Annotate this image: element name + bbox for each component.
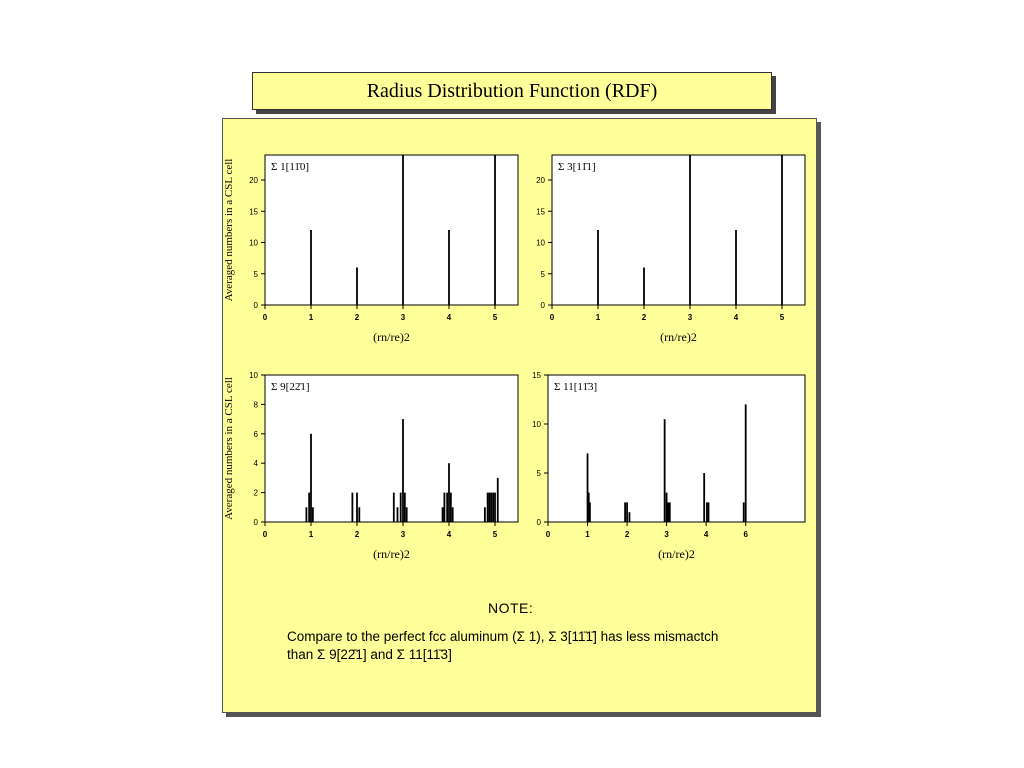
note-heading: NOTE: (488, 600, 534, 616)
ytick-label-1-5: 20 (249, 176, 258, 185)
xtick-label-4-1: 0 (546, 530, 551, 539)
ytick-label-3-6: 10 (249, 371, 258, 380)
xtick-label-4-4: 3 (664, 530, 669, 539)
xtick-label-2-5: 4 (734, 313, 739, 322)
xaxis-label-2: (rn/re)2 (660, 330, 697, 344)
panel-label-2: Σ 3[11̄1] (558, 161, 596, 173)
ytick-label-1-2: 5 (254, 270, 259, 279)
xtick-label-1-3: 2 (355, 313, 360, 322)
ytick-label-2-2: 5 (541, 270, 546, 279)
plot-area-1 (264, 154, 519, 306)
xtick-label-3-1: 0 (263, 530, 268, 539)
slide-title: Radius Distribution Function (RDF) (252, 72, 772, 110)
ytick-label-2-3: 10 (536, 239, 545, 248)
note-text: Compare to the perfect fcc aluminum (Σ 1… (287, 628, 807, 664)
ytick-label-2-4: 15 (536, 207, 545, 216)
ytick-label-1-3: 10 (249, 239, 258, 248)
xtick-label-3-3: 2 (355, 530, 360, 539)
ytick-label-4-1: 0 (537, 518, 542, 527)
xtick-label-3-2: 1 (309, 530, 314, 539)
xtick-label-2-1: 0 (550, 313, 555, 322)
xaxis-label-4: (rn/re)2 (658, 547, 695, 561)
yaxis-label-3: Averaged numbers in a CSL cell (223, 377, 235, 520)
xtick-label-2-3: 2 (642, 313, 647, 322)
ytick-label-2-5: 20 (536, 176, 545, 185)
yaxis-label-1: Averaged numbers in a CSL cell (223, 159, 235, 302)
panel-label-1: Σ 1[11̄0] (271, 161, 309, 173)
ytick-label-4-2: 5 (537, 469, 542, 478)
xtick-label-1-4: 3 (401, 313, 406, 322)
xtick-label-4-3: 2 (625, 530, 630, 539)
ytick-label-3-5: 8 (254, 400, 259, 409)
ytick-label-3-4: 6 (254, 430, 259, 439)
panel-label-3: Σ 9[22̄1] (271, 381, 309, 393)
xtick-label-4-5: 4 (704, 530, 709, 539)
xtick-label-1-5: 4 (447, 313, 452, 322)
xtick-label-1-6: 5 (493, 313, 498, 322)
xtick-label-2-4: 3 (688, 313, 693, 322)
xtick-label-4-2: 1 (585, 530, 590, 539)
xaxis-label-3: (rn/re)2 (373, 547, 410, 561)
ytick-label-4-3: 10 (532, 420, 541, 429)
panel-label-4: Σ 11[11̄3] (554, 381, 597, 393)
xtick-label-3-6: 5 (493, 530, 498, 539)
ytick-label-3-3: 4 (254, 459, 259, 468)
plot-area-4 (547, 374, 806, 523)
ytick-label-1-1: 0 (254, 301, 259, 310)
xtick-label-1-1: 0 (263, 313, 268, 322)
note-line-2: than Σ 9[22̄1] and Σ 11[11̄3] (287, 647, 452, 662)
ytick-label-3-2: 2 (254, 489, 259, 498)
xtick-label-2-6: 5 (780, 313, 785, 322)
ytick-label-3-1: 0 (254, 518, 259, 527)
xaxis-label-1: (rn/re)2 (373, 330, 410, 344)
xtick-label-4-6: 6 (743, 530, 748, 539)
plot-area-2 (551, 154, 806, 306)
ytick-label-1-4: 15 (249, 207, 258, 216)
xtick-label-1-2: 1 (309, 313, 314, 322)
xtick-label-3-5: 4 (447, 530, 452, 539)
xtick-label-3-4: 3 (401, 530, 406, 539)
plot-area-3 (264, 374, 519, 523)
note-line-1: Compare to the perfect fcc aluminum (Σ 1… (287, 629, 719, 644)
xtick-label-2-2: 1 (596, 313, 601, 322)
ytick-label-2-1: 0 (541, 301, 546, 310)
ytick-label-4-4: 15 (532, 371, 541, 380)
